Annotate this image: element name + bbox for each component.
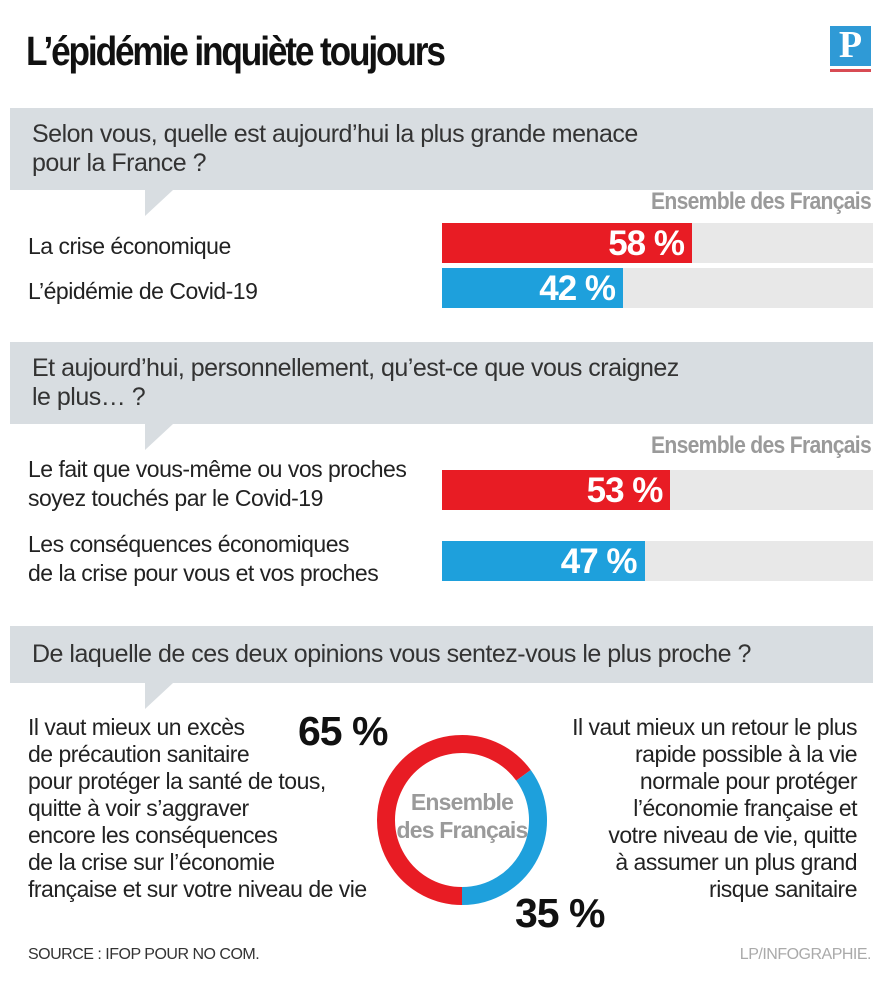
opinion-left-line: Il vaut mieux un excès — [28, 714, 245, 740]
question-2-line-2: le plus… ? — [32, 383, 146, 411]
series-label-1: Ensemble des Français — [651, 188, 872, 215]
bar-label-line-2: de la crise pour vous et vos proches — [28, 560, 379, 586]
bar-label: L’épidémie de Covid-19 — [28, 278, 258, 304]
speech-tail — [145, 683, 173, 709]
donut-chart: Ensemble des Français — [377, 735, 547, 905]
bar-fill-red: 58 % — [442, 223, 692, 263]
page-title: L’épidémie inquiète toujours — [26, 28, 446, 74]
pie-value-label-left: 65 % — [298, 708, 388, 754]
opinion-left-line: pour protéger la santé de tous, — [28, 768, 326, 794]
opinion-right-line: Il vaut mieux un retour le plus — [572, 714, 857, 740]
bar-label-line-1: Les conséquences économiques — [28, 531, 350, 557]
question-2-line-1: Et aujourd’hui, personnellement, qu’est-… — [32, 354, 679, 382]
bar-fill-blue: 47 % — [442, 541, 645, 581]
pie-value-label-right: 35 % — [515, 890, 605, 936]
bar-value-label: 47 % — [560, 542, 638, 581]
question-2-box: Et aujourd’hui, personnellement, qu’est-… — [10, 342, 873, 450]
opinion-left-line: de précaution sanitaire — [28, 741, 250, 767]
bar-label-line-1: Le fait que vous-même ou vos proches — [28, 456, 407, 482]
bar-value-label: 53 % — [586, 471, 664, 510]
donut-segment-blue — [461, 770, 547, 905]
question-3-text: De laquelle de ces deux opinions vous se… — [32, 640, 751, 668]
series-label-2: Ensemble des Français — [651, 432, 872, 459]
opinion-left-line: encore les conséquences — [28, 822, 278, 848]
opinion-right-line: normale pour protéger — [639, 768, 858, 794]
question-1-line-1: Selon vous, quelle est aujourd’hui la pl… — [32, 120, 638, 148]
donut-center-line-1: Ensemble — [411, 789, 513, 815]
bar-label-line-2: soyez touchés par le Covid-19 — [28, 485, 323, 511]
bar-track: 42 % — [442, 268, 873, 308]
opinion-left-line: quitte à voir s’aggraver — [28, 795, 249, 821]
bar-fill-red: 53 % — [442, 470, 671, 510]
logo-stripe — [830, 69, 871, 72]
bar-value-label: 58 % — [608, 224, 685, 263]
bar-fill-blue: 42 % — [442, 268, 624, 308]
speech-tail — [145, 424, 173, 450]
opinion-right-line: rapide possible à la vie — [635, 741, 857, 767]
question-1-box: Selon vous, quelle est aujourd’hui la pl… — [10, 108, 873, 216]
speech-tail — [145, 190, 173, 216]
opinion-right-line: risque sanitaire — [709, 876, 857, 902]
source-note: SOURCE : IFOP POUR NO COM. — [28, 946, 260, 963]
logo-letter: P — [838, 24, 863, 66]
le-parisien-logo: P — [830, 24, 871, 72]
donut-center-line-2: des Français — [396, 817, 527, 843]
bar-track: 58 % — [442, 223, 873, 263]
donut-segment-red — [377, 735, 531, 905]
opinion-left-line: de la crise sur l’économie — [28, 849, 275, 875]
opinion-right-line: votre niveau de vie, quitte — [608, 822, 857, 848]
bar-value-label: 42 % — [539, 269, 616, 308]
bar-track: 47 % — [442, 541, 873, 581]
bar-label: La crise économique — [28, 233, 231, 259]
opinion-left-text: Il vaut mieux un excès de précaution san… — [28, 714, 367, 903]
opinion-right-line: à assumer un plus grand — [615, 849, 857, 875]
opinion-right-text: Il vaut mieux un retour le plus rapide p… — [572, 714, 857, 903]
bar-label: Les conséquences économiques de la crise… — [28, 530, 379, 588]
bar-track: 53 % — [442, 470, 873, 510]
question-3-box: De laquelle de ces deux opinions vous se… — [10, 626, 873, 709]
bar-label: Le fait que vous-même ou vos proches soy… — [28, 455, 407, 513]
opinion-left-line: française et sur votre niveau de vie — [28, 876, 367, 902]
question-1-line-2: pour la France ? — [32, 149, 207, 177]
opinion-right-line: l’économie française et — [633, 795, 857, 821]
credit-note: LP/INFOGRAPHIE. — [739, 946, 872, 963]
